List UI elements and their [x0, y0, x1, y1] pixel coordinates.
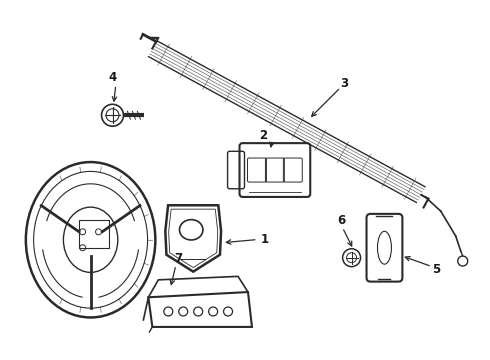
Text: 1: 1: [261, 233, 269, 246]
Text: 2: 2: [259, 129, 267, 142]
Text: 6: 6: [338, 214, 346, 228]
Text: 5: 5: [432, 263, 441, 276]
Text: 4: 4: [108, 71, 117, 84]
Text: 3: 3: [341, 77, 349, 90]
Text: 7: 7: [174, 252, 182, 265]
